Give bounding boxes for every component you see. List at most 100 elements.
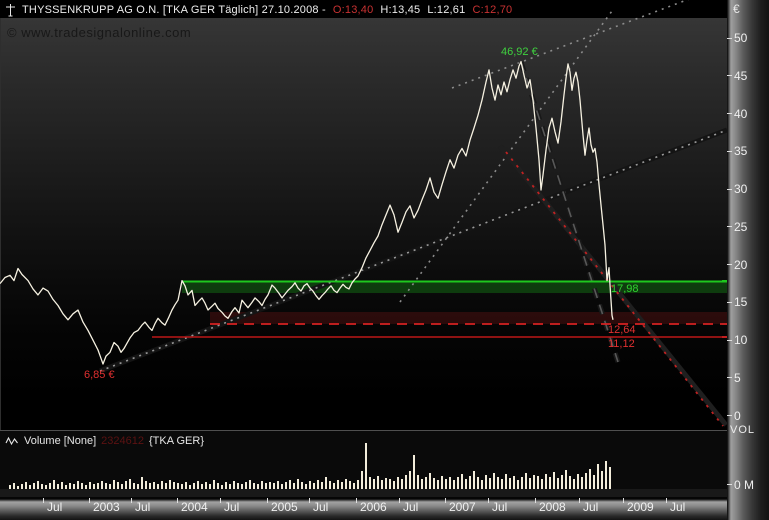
volume-bar — [337, 480, 339, 489]
volume-bar — [221, 485, 223, 489]
volume-indicator-header: Volume [None] 2324612 {TKA GER} — [5, 435, 204, 447]
volume-bar — [433, 478, 435, 489]
volume-bar — [601, 471, 603, 489]
support-solid-axis-marker — [722, 336, 727, 338]
volume-bar — [529, 478, 531, 489]
volume-bar — [605, 461, 607, 489]
volume-bar — [273, 483, 275, 489]
volume-bar — [157, 484, 159, 489]
chart-cursor-icon — [6, 3, 15, 16]
volume-bar — [509, 478, 511, 489]
volume-bar — [125, 481, 127, 489]
volume-bar — [545, 474, 547, 489]
volume-bar — [109, 484, 111, 489]
volume-bar — [485, 475, 487, 489]
volume-bar — [57, 484, 59, 489]
volume-bar — [385, 478, 387, 489]
volume-bar — [513, 476, 515, 489]
volume-bar — [369, 477, 371, 489]
volume-bar — [93, 484, 95, 489]
volume-bar — [45, 485, 47, 489]
descending-dashed-from-peak-dash — [520, 61, 619, 363]
support-zone-band — [210, 312, 727, 324]
price-line-series — [0, 60, 614, 365]
volume-bar — [69, 483, 71, 489]
volume-bar — [253, 483, 255, 489]
volume-bar — [89, 482, 91, 489]
volume-bar — [521, 477, 523, 489]
volume-value: 2324612 — [101, 435, 144, 447]
volume-bar — [21, 484, 23, 489]
volume-bar — [97, 483, 99, 489]
volume-symbol: {TKA GER} — [148, 435, 205, 447]
volume-bar — [373, 479, 375, 489]
volume-bar — [317, 480, 319, 489]
volume-bar — [497, 477, 499, 489]
volume-bar — [585, 473, 587, 489]
volume-bar — [77, 481, 79, 489]
volume-bar — [553, 472, 555, 489]
price-tick-0: 0 — [727, 409, 741, 423]
volume-bar — [153, 482, 155, 489]
price-tick-45: 45 — [727, 69, 747, 83]
volume-bar — [161, 481, 163, 489]
volume-bar — [357, 480, 359, 489]
volume-bar — [53, 480, 55, 489]
volume-bar — [73, 484, 75, 489]
volume-bar — [169, 480, 171, 489]
volume-bar — [341, 482, 343, 489]
volume-bar — [281, 484, 283, 489]
volume-bar — [449, 477, 451, 489]
volume-bar — [193, 483, 195, 489]
volume-bar — [165, 483, 167, 489]
volume-bar — [61, 482, 63, 489]
resistance-zone-band — [182, 282, 727, 293]
volume-bar — [465, 479, 467, 489]
volume-bar — [469, 476, 471, 489]
vol-axis-label: VOL — [730, 424, 756, 436]
volume-bar — [361, 471, 363, 489]
volume-bar — [417, 475, 419, 489]
volume-bar — [517, 480, 519, 489]
volume-bar — [101, 481, 103, 489]
resistance-level-label: 17,98 — [611, 283, 639, 295]
volume-bar — [13, 483, 15, 489]
volume-bar — [333, 483, 335, 489]
price-axis-bar — [727, 0, 769, 520]
volume-bar — [481, 480, 483, 489]
volume-baseline-strip — [0, 489, 727, 497]
volume-bar — [81, 483, 83, 489]
volume-bar — [189, 485, 191, 489]
volume-bar — [301, 482, 303, 489]
price-tick-35: 35 — [727, 144, 747, 158]
price-tick-15: 15 — [727, 295, 747, 309]
volume-bar — [133, 483, 135, 489]
volume-bar — [41, 484, 43, 489]
volume-bar — [205, 482, 207, 489]
volume-bar — [201, 484, 203, 489]
support-dashed-level-label: 12,64 — [608, 324, 636, 336]
volume-bar — [257, 484, 259, 489]
volume-bar — [277, 481, 279, 489]
volume-bar — [409, 471, 411, 489]
volume-bar — [241, 484, 243, 489]
volume-bar — [33, 483, 35, 489]
volume-bar — [17, 486, 19, 489]
volume-bar — [353, 483, 355, 489]
volume-bar — [325, 477, 327, 489]
volume-bar — [249, 480, 251, 489]
volume-bar — [285, 482, 287, 489]
volume-bar — [129, 479, 131, 489]
channel-upper-dotted — [451, 0, 689, 89]
volume-bar — [105, 483, 107, 489]
volume-bar — [177, 483, 179, 489]
resistance-axis-marker — [722, 280, 727, 282]
volume-bar — [437, 480, 439, 489]
volume-bar — [457, 477, 459, 489]
volume-bar — [425, 477, 427, 489]
price-tick-40: 40 — [727, 107, 747, 121]
volume-bar — [445, 479, 447, 489]
peak-price-label: 46,92 € — [501, 46, 538, 58]
price-tick-30: 30 — [727, 182, 747, 196]
